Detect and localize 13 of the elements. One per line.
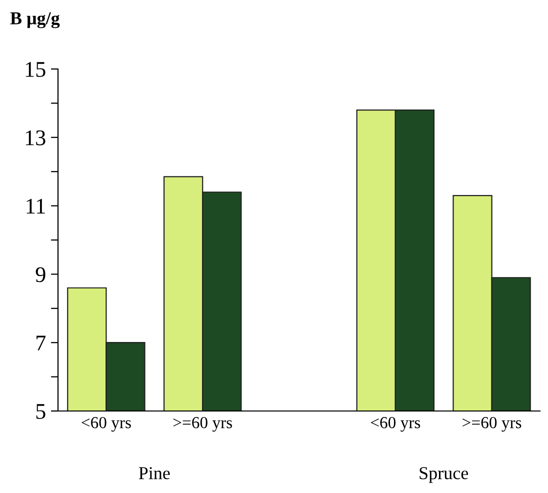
y-tick-label: 7 (36, 336, 46, 350)
y-tick-label: 5 (36, 404, 46, 419)
text: Spruce (420, 467, 468, 483)
y-tick-label: 11 (26, 198, 45, 214)
x-tick-label: >=60 yrs (173, 416, 232, 432)
x-tick-label: <60 yrs (370, 416, 420, 432)
y-tick-label: 9 (36, 267, 46, 282)
x-tick-label: <60 yrs (82, 416, 131, 432)
y-tick-label: 13 (26, 130, 46, 146)
text: Pine (138, 467, 170, 480)
x-tick-label: >=60 yrs (462, 416, 522, 432)
y-tick-label: 15 (26, 62, 46, 77)
chart-title: B μg/g (10, 12, 60, 28)
